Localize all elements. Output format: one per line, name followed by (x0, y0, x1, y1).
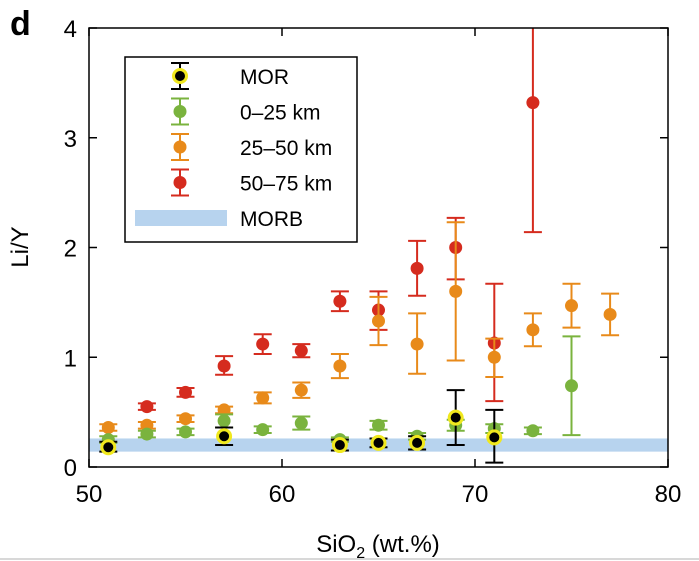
data-point (410, 261, 424, 275)
data-point (372, 314, 385, 328)
legend-label: MORB (240, 208, 303, 231)
data-point (526, 424, 540, 438)
data-point (410, 337, 424, 351)
y-axis-label: Li/Y (7, 226, 34, 267)
data-point (101, 420, 115, 434)
x-tick-label: 80 (655, 481, 682, 508)
y-tick-label: 3 (64, 126, 77, 153)
data-point (217, 403, 231, 417)
panel-letter: d (10, 5, 31, 43)
legend-item: 25–50 km (171, 133, 332, 161)
legend-label: 50–75 km (240, 173, 332, 196)
data-point (331, 437, 348, 454)
data-point (256, 337, 270, 351)
data-point (100, 439, 117, 456)
legend-marker (172, 68, 188, 84)
legend-item: 50–75 km (171, 168, 332, 197)
legend-marker (173, 105, 187, 118)
x-axis-label: SiO2 (wt.%) (316, 531, 440, 561)
x-tick-label: 50 (76, 481, 103, 508)
data-point (217, 414, 231, 428)
data-point (333, 359, 347, 373)
axis-ticks: 50 60 70 80 0 1 2 3 4 (64, 16, 682, 508)
legend: MOR 0–25 km 25–50 km 50–75 km MORB (124, 56, 358, 243)
data-point (409, 434, 426, 451)
y-tick-label: 0 (64, 455, 77, 482)
x-axis-label-subscript: 2 (356, 545, 365, 561)
y-tick-label: 2 (64, 236, 77, 263)
data-point (486, 429, 503, 446)
data-point (217, 359, 231, 373)
x-axis-label-main: SiO (316, 531, 356, 558)
error-bar (523, 28, 542, 234)
series-25–50 km (99, 221, 620, 434)
x-tick-label: 70 (462, 481, 489, 508)
y-tick-label: 1 (64, 345, 77, 372)
data-point (256, 391, 270, 405)
data-point (447, 409, 464, 426)
data-point (294, 416, 308, 430)
legend-item: MOR (171, 62, 289, 90)
series-MOR (99, 389, 504, 464)
data-point (140, 400, 154, 414)
legend-label: 0–25 km (240, 102, 321, 125)
data-point (603, 307, 617, 321)
data-series-layer (99, 28, 620, 464)
data-point (565, 299, 578, 313)
data-point (256, 423, 270, 437)
data-point (140, 427, 154, 441)
data-point (372, 418, 385, 432)
data-point (179, 385, 192, 399)
x-tick-label: 60 (269, 481, 296, 508)
data-point (370, 434, 387, 451)
data-point (333, 294, 347, 308)
series-0–25 km (99, 335, 581, 447)
x-axis-label-rest: (wt.%) (365, 531, 440, 558)
legend-label: MOR (240, 66, 289, 89)
legend-item-morb: MORB (135, 208, 303, 231)
legend-marker (173, 140, 187, 154)
legend-label: 25–50 km (240, 137, 332, 160)
data-point (526, 323, 540, 337)
data-point (179, 425, 192, 439)
legend-marker (173, 176, 187, 189)
y-tick-label: 4 (64, 16, 77, 43)
data-point (216, 428, 233, 445)
data-point (526, 96, 540, 110)
data-point (294, 383, 308, 397)
data-point (294, 344, 308, 358)
legend-item: 0–25 km (171, 97, 321, 126)
legend-band-swatch (135, 210, 227, 226)
data-point (449, 284, 463, 298)
data-point (487, 350, 501, 364)
data-point (565, 379, 578, 393)
data-point (179, 412, 192, 426)
